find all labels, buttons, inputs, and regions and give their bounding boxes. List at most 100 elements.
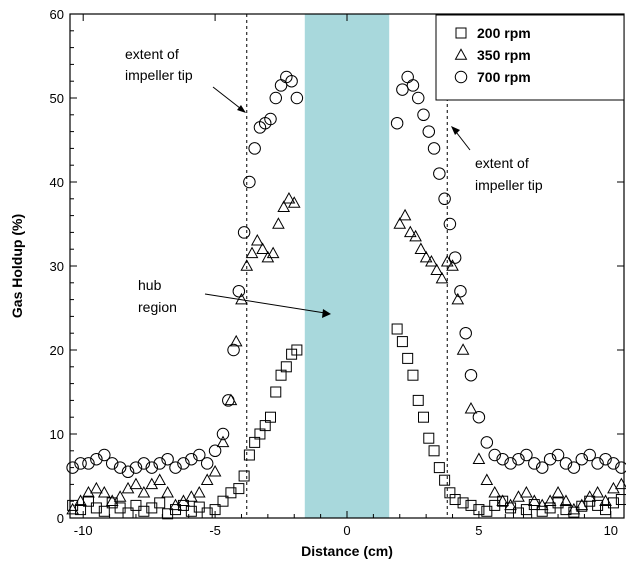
annotation-arrowhead-right [451,126,460,135]
data-point-triangle [599,494,612,506]
data-point-triangle [398,208,412,221]
data-point-triangle [551,486,565,498]
data-point-triangle [430,263,444,275]
y-tick-label: 30 [50,259,64,274]
data-point-square [280,361,292,373]
data-point-triangle [74,494,87,506]
y-tick-label: 40 [50,175,64,190]
data-point-triangle [90,481,103,494]
data-point-square [457,497,469,509]
data-point-circle [591,457,604,470]
data-point-triangle [543,494,557,506]
data-point-circle [121,465,135,479]
legend-marker-triangle [454,48,468,60]
data-point-triangle [224,393,238,406]
data-point-circle [216,427,230,441]
data-point-triangle [520,486,533,498]
data-point-triangle [535,498,549,511]
annotation-text-line: extent of [125,46,179,62]
data-point-triangle [250,234,264,246]
data-point-triangle [559,494,573,506]
data-point-triangle [185,490,198,502]
data-point-square [407,369,419,381]
data-point-circle [222,394,235,407]
data-point-circle [177,457,190,470]
data-point-circle [232,284,246,298]
data-point-triangle [472,452,486,464]
annotation-text-line: extent of [475,155,529,171]
series-700-rpm [66,70,626,479]
data-point-square [264,411,276,423]
data-point-circle [82,457,95,470]
data-point-circle [417,108,430,122]
data-point-circle [583,448,596,462]
legend-label: 350 rpm [477,47,531,63]
data-point-triangle [591,486,604,498]
y-tick-label: 0 [57,511,64,526]
data-point-circle [137,457,151,470]
data-point-square [233,483,245,495]
data-point-circle [98,448,111,462]
data-point-circle [113,461,127,474]
data-point-circle [512,452,525,466]
data-point-circle [274,79,288,92]
data-point-triangle [403,225,417,238]
data-point-triangle [121,481,135,494]
y-tick-label: 60 [50,7,64,22]
data-point-circle [248,142,261,155]
y-tick-label: 50 [50,91,64,106]
data-point-square [130,499,142,511]
data-point-triangle [261,250,275,263]
x-axis-label: Distance (cm) [301,543,393,559]
data-point-square [402,352,414,364]
data-point-circle [567,461,581,474]
series-350-rpm [66,192,626,515]
data-point-square [90,502,102,514]
data-point-square [138,505,150,517]
data-point-circle [129,461,143,474]
data-point-square [391,323,403,335]
data-point-triangle [504,498,517,511]
legend: 200 rpm 350 rpm 700 rpm [435,14,625,101]
data-point-circle [438,192,451,206]
data-point-triangle [200,473,214,485]
data-point-square [423,432,435,444]
data-point-square [225,487,237,499]
data-point-circle [427,142,441,155]
data-point-circle [551,448,565,462]
annotation-right-impeller-tip: extent of impeller tip [451,126,543,193]
data-point-square [154,497,166,509]
data-point-circle [496,452,509,466]
data-point-triangle [425,255,438,267]
data-point-triangle [456,343,470,355]
data-point-square [238,470,250,482]
data-point-square [193,501,205,513]
data-point-triangle [409,229,422,242]
data-point-triangle [129,477,143,490]
annotation-text-line: impeller tip [125,67,193,83]
data-point-circle [575,452,589,466]
data-point-square [600,504,612,516]
data-point-circle [504,457,517,470]
data-point-square [201,507,213,519]
annotation-text-line: region [138,299,177,315]
data-point-triangle [527,494,541,506]
data-point-square [433,462,445,474]
data-point-triangle [82,486,95,498]
data-point-triangle [161,486,174,498]
data-point-circle [411,91,425,105]
data-point-square [615,494,626,506]
data-point-triangle [393,217,407,229]
data-point-circle [448,251,462,264]
data-point-circle [528,457,541,470]
annotation-left-impeller-tip: extent of impeller tip [125,46,246,113]
data-point-circle [599,452,612,466]
data-point-triangle [245,246,259,259]
legend-marker-square [455,27,467,39]
data-point-circle [227,343,240,357]
data-point-circle [285,74,298,88]
y-tick-label: 20 [50,343,64,358]
axes: -10 -5 0 5 10 0 10 20 30 40 50 60 [50,7,624,538]
data-point-circle [607,457,620,470]
